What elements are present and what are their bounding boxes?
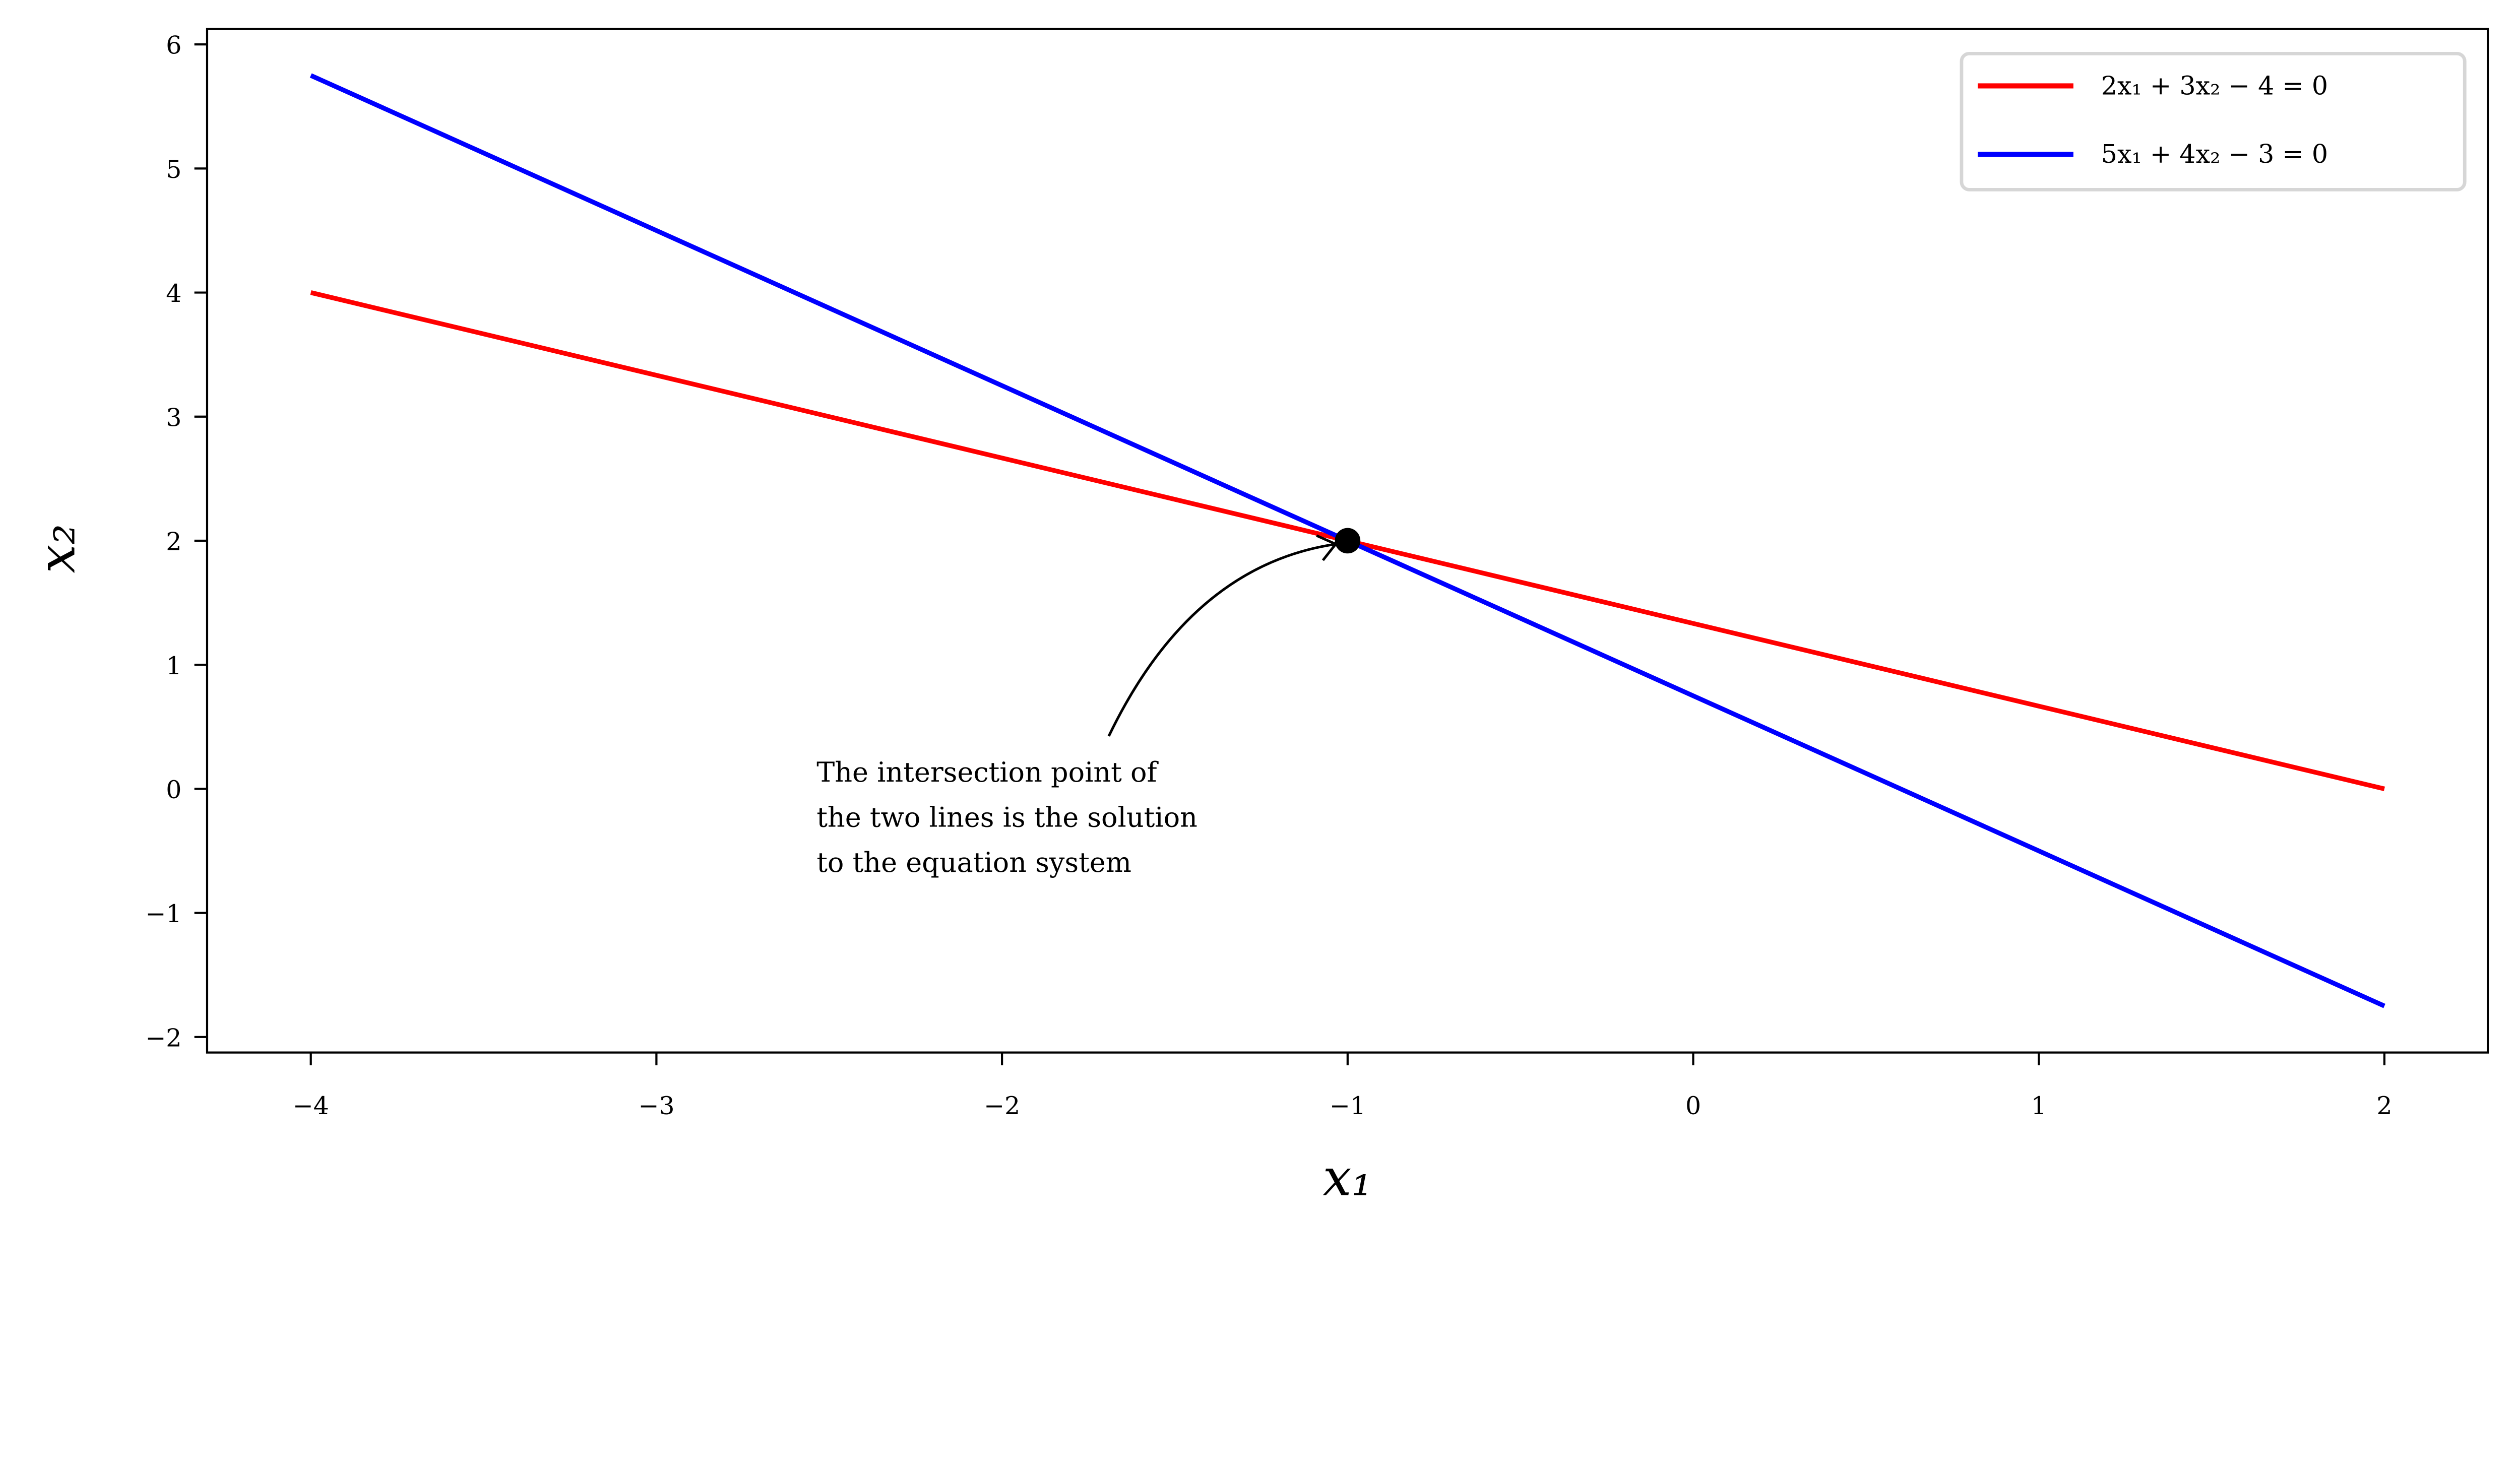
y-tick-label: 1 xyxy=(166,652,181,680)
x-tick-label: −4 xyxy=(293,1092,329,1120)
annotation-line-1: The intersection point of xyxy=(816,756,1159,788)
legend-frame xyxy=(1960,51,2467,191)
y-tick-label: 3 xyxy=(166,403,181,432)
y-tick-label: 6 xyxy=(166,31,181,60)
y-tick-label: 0 xyxy=(166,776,181,804)
x-tick-label: −1 xyxy=(1330,1092,1366,1120)
y-tick-label: −1 xyxy=(145,900,181,928)
chart: −4 −3 −2 −1 0 1 2 −2 −1 0 1 2 3 4 5 6 x₁ x₂ The inters… xyxy=(27,28,2489,1207)
y-tick-label: −2 xyxy=(145,1023,181,1052)
x-tick-label: −3 xyxy=(638,1092,674,1120)
annotation-line-2: the two lines is the solution xyxy=(816,801,1198,833)
x-tick-label: 2 xyxy=(2376,1092,2392,1120)
y-tick-label: 2 xyxy=(166,528,181,556)
y-tick-label: 4 xyxy=(166,279,181,308)
x-tick-label: 1 xyxy=(2031,1092,2047,1120)
annotation-line-3: to the equation system xyxy=(816,847,1131,878)
arrowhead-icon xyxy=(1316,534,1338,561)
annotation-arrow xyxy=(1107,543,1336,737)
legend-label-blue: 5x₁ + 4x₂ − 3 = 0 xyxy=(2101,139,2328,169)
x-axis-label: x₁ xyxy=(1323,1147,1372,1207)
legend: 2x₁ + 3x₂ − 4 = 0 5x₁ + 4x₂ − 3 = 0 xyxy=(1960,51,2467,191)
y-axis-label: x₂ xyxy=(27,524,87,573)
x-tick-label: 0 xyxy=(1685,1092,1701,1120)
legend-label-red: 2x₁ + 3x₂ − 4 = 0 xyxy=(2101,71,2328,100)
y-axis-ticks: −2 −1 0 1 2 3 4 5 6 xyxy=(145,31,207,1052)
y-tick-label: 5 xyxy=(166,155,181,184)
intersection-point xyxy=(1335,528,1361,554)
x-axis-ticks: −4 −3 −2 −1 0 1 2 xyxy=(293,1052,2392,1120)
annotation: The intersection point of the two lines … xyxy=(816,534,1338,878)
x-tick-label: −2 xyxy=(984,1092,1020,1120)
